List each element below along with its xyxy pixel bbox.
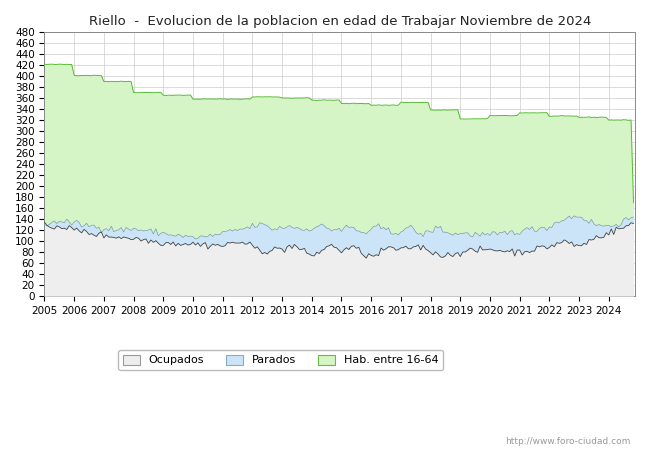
Text: http://www.foro-ciudad.com: http://www.foro-ciudad.com <box>505 436 630 446</box>
Legend: Ocupados, Parados, Hab. entre 16-64: Ocupados, Parados, Hab. entre 16-64 <box>118 350 443 370</box>
Title: Riello  -  Evolucion de la poblacion en edad de Trabajar Noviembre de 2024: Riello - Evolucion de la poblacion en ed… <box>88 15 591 28</box>
